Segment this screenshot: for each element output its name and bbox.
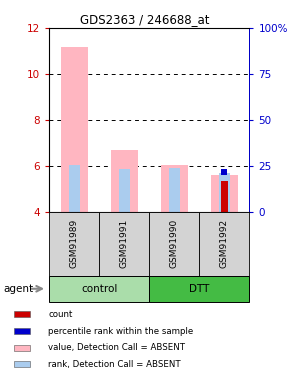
Bar bbox=[200, 212, 249, 276]
Text: count: count bbox=[48, 310, 73, 319]
Bar bbox=[99, 212, 149, 276]
Text: GSM91989: GSM91989 bbox=[70, 219, 79, 268]
Bar bbox=[49, 276, 149, 302]
Bar bbox=[110, 150, 138, 212]
Bar bbox=[169, 168, 180, 212]
Bar bbox=[221, 181, 228, 212]
Bar bbox=[14, 311, 30, 318]
Text: rank, Detection Call = ABSENT: rank, Detection Call = ABSENT bbox=[48, 360, 181, 369]
Bar bbox=[14, 328, 30, 334]
Bar bbox=[61, 46, 88, 212]
Text: agent: agent bbox=[3, 284, 33, 294]
Text: GSM91990: GSM91990 bbox=[170, 219, 179, 268]
Text: value, Detection Call = ABSENT: value, Detection Call = ABSENT bbox=[48, 343, 185, 352]
Bar bbox=[149, 212, 200, 276]
Bar bbox=[211, 175, 238, 212]
Bar bbox=[119, 170, 130, 212]
Text: GSM91991: GSM91991 bbox=[120, 219, 129, 268]
Text: percentile rank within the sample: percentile rank within the sample bbox=[48, 327, 194, 336]
Bar bbox=[14, 345, 30, 351]
Bar bbox=[219, 173, 230, 212]
Bar bbox=[14, 361, 30, 368]
Text: control: control bbox=[81, 284, 117, 294]
Bar bbox=[49, 212, 99, 276]
Text: DTT: DTT bbox=[189, 284, 210, 294]
Bar bbox=[69, 165, 80, 212]
Text: GSM91992: GSM91992 bbox=[220, 219, 229, 268]
Bar bbox=[161, 165, 188, 212]
Bar bbox=[149, 276, 249, 302]
Text: GDS2363 / 246688_at: GDS2363 / 246688_at bbox=[80, 13, 210, 26]
